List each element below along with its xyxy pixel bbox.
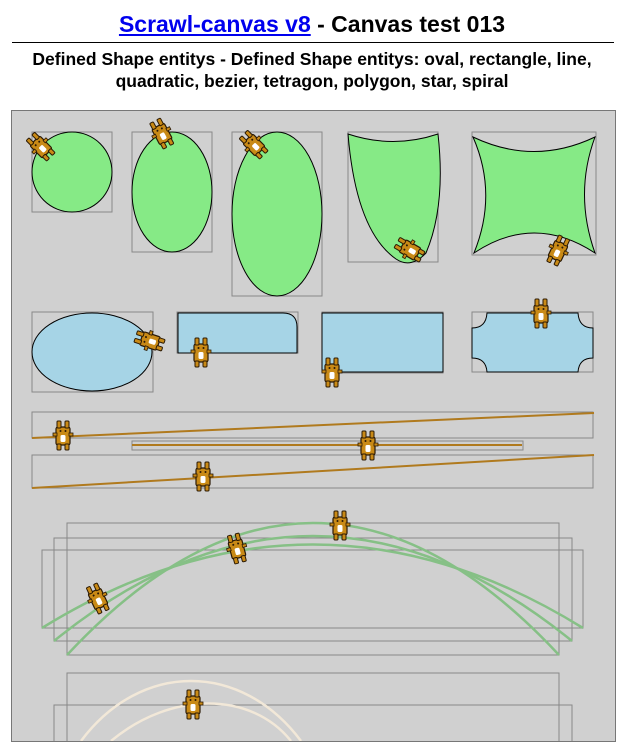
rectangle-shapes <box>31 311 594 393</box>
oval-taller <box>231 131 323 297</box>
bunny-sprite-icon <box>81 580 114 617</box>
page-subtitle: Defined Shape entitys - Defined Shape en… <box>32 49 592 91</box>
quadratic-shapes <box>41 521 584 656</box>
oval-shapes <box>31 131 323 297</box>
line-three <box>31 454 595 489</box>
line-shapes <box>31 411 595 489</box>
rectangle-plain <box>321 312 444 373</box>
line-one <box>31 412 595 439</box>
bezier-shapes <box>53 672 573 741</box>
tetragon-cup <box>347 133 441 264</box>
oval-wide <box>31 312 153 392</box>
quadratic-two <box>53 534 573 642</box>
quadratic-one <box>66 521 560 656</box>
scrawl-canvas[interactable] <box>11 110 616 742</box>
canvas-drawing <box>22 115 597 741</box>
bunny-sprite-icon <box>52 420 74 451</box>
bezier-two <box>110 702 292 741</box>
rectangle-scooped <box>471 312 594 373</box>
bunny-sprite-icon <box>357 430 379 461</box>
polygon-star-shape <box>472 135 596 255</box>
title-suffix: - Canvas test 013 <box>310 11 506 37</box>
bunny-sprite-icon <box>192 461 214 492</box>
scrawl-canvas-link[interactable]: Scrawl-canvas v8 <box>118 11 311 37</box>
page-title: Scrawl-canvas v8 - Canvas test 013 <box>0 10 624 38</box>
bezier-one <box>80 679 302 741</box>
tetragon-shapes <box>347 131 597 264</box>
quadratic-three <box>41 543 584 630</box>
rectangle-rounded-corner <box>177 312 298 354</box>
title-divider <box>12 42 614 43</box>
bunny-sprite-icon <box>182 689 204 720</box>
oval-tall <box>131 131 213 253</box>
